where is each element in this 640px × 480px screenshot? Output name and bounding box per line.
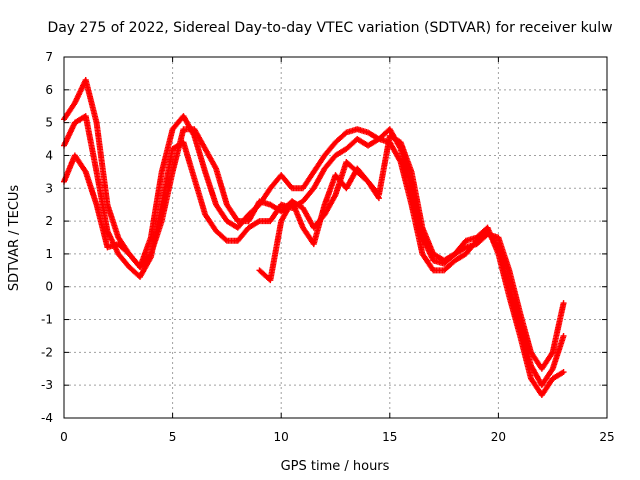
series-track-4 (256, 165, 382, 284)
x-tick-label: 25 (599, 430, 614, 444)
data-point (222, 236, 229, 243)
y-tick-label: 2 (45, 214, 53, 228)
x-tick-label: 10 (274, 430, 289, 444)
y-axis-label: SDTVAR / TECUs (7, 185, 22, 292)
y-tick-label: 5 (45, 116, 53, 130)
y-tick-label: 4 (45, 148, 53, 162)
data-point (560, 300, 567, 307)
chart-title: Day 275 of 2022, Sidereal Day-to-day VTE… (47, 20, 612, 36)
plot-frame (63, 56, 608, 419)
data-points (61, 76, 567, 399)
y-tick-label: 6 (45, 83, 53, 97)
axis-ticks: 0 5 10 15 20 25 -4 -3 -2 -1 0 1 2 3 4 5 6 7 (41, 50, 615, 444)
data-point (560, 369, 567, 376)
y-tick-label: -2 (41, 345, 53, 359)
y-tick-label: 7 (45, 50, 53, 64)
x-tick-label: 5 (169, 430, 177, 444)
x-tick-label: 15 (382, 430, 397, 444)
data-point (375, 195, 382, 202)
y-tick-label: -3 (41, 378, 53, 392)
y-tick-label: 3 (45, 181, 53, 195)
x-tick-label: 0 (60, 430, 68, 444)
y-tick-label: 0 (45, 280, 53, 294)
data-point (560, 332, 567, 339)
x-axis-label: GPS time / hours (281, 459, 390, 474)
y-tick-label: -1 (41, 313, 53, 327)
x-tick-label: 20 (491, 430, 506, 444)
y-tick-label: -4 (41, 411, 53, 425)
y-tick-label: 1 (45, 247, 53, 261)
